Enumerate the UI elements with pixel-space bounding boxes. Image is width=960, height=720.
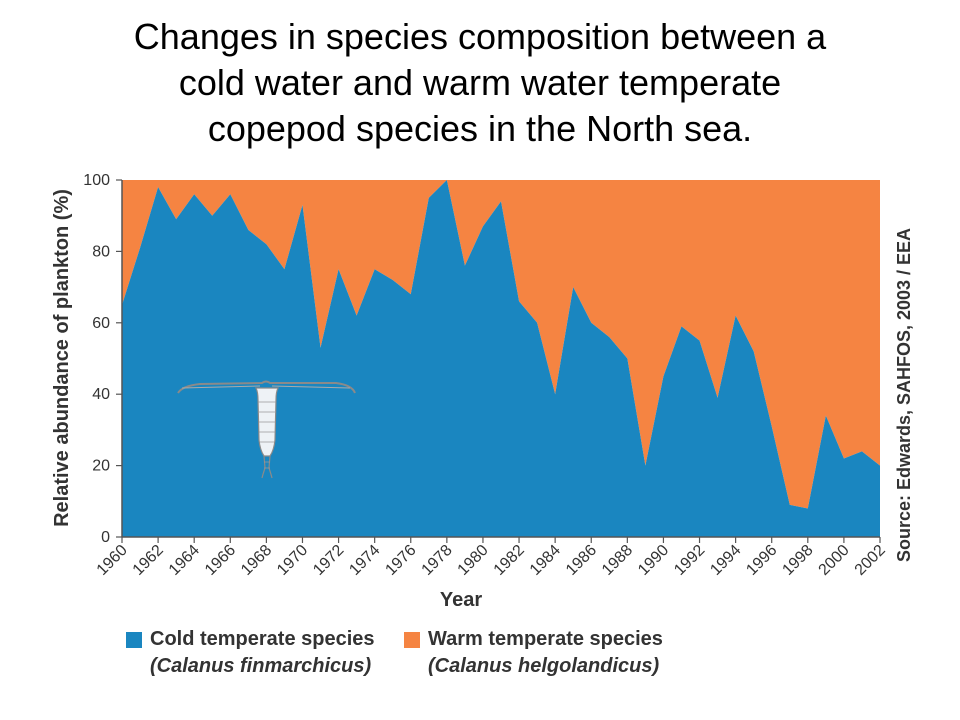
legend-label-cold: Cold temperate species [150,628,375,650]
x-tick-label: 1972 [310,542,347,579]
area-warm-temperate [122,180,880,509]
title-line-2: cold water and warm water temperate [178,62,782,103]
y-tick-label: 60 [92,315,110,332]
x-tick-label: 1968 [238,542,275,579]
x-tick-label: 1980 [455,542,492,579]
legend-swatch-warm [404,632,420,648]
chart-title: Changes in species composition between a… [20,14,940,152]
legend-swatch-cold [126,632,142,648]
x-tick-label: 1978 [418,542,455,579]
x-tick-label: 1976 [382,542,419,579]
y-tick-label: 80 [92,243,110,260]
y-tick-label: 0 [101,529,110,546]
x-tick-label: 1984 [527,542,564,579]
legend-latin-warm: (Calanus helgolandicus) [428,655,660,677]
x-axis-label: Year [440,589,482,611]
x-tick-label: 1974 [346,542,383,579]
copepod-illustration [177,380,356,479]
y-tick-label: 100 [83,172,110,189]
x-tick-label: 1964 [166,542,203,579]
y-ticks: 0 20 40 60 80 100 [83,172,122,546]
area-cold-temperate [122,180,880,537]
x-tick-label: 1982 [491,542,528,579]
axes [121,180,880,538]
y-axis-label: Relative abundance of plankton (%) [51,189,73,527]
x-tick-label: 1992 [671,542,708,579]
source-note: Source: Edwards, SAHFOS, 2003 / EEA [894,228,914,562]
y-tick-label: 40 [92,386,110,403]
x-tick-label: 1988 [599,542,636,579]
x-ticks: 1960196219641966196819701972197419761978… [94,537,889,579]
x-tick-label: 1966 [202,542,239,579]
legend-label-warm: Warm temperate species [428,628,663,650]
y-tick-label: 20 [92,458,110,475]
x-tick-label: 1986 [563,542,600,579]
x-tick-label: 2000 [816,542,853,579]
x-tick-label: 1990 [635,542,672,579]
x-tick-label: 1994 [707,542,744,579]
x-tick-label: 1970 [274,542,311,579]
x-tick-label: 1996 [743,542,780,579]
x-tick-label: 2002 [852,542,889,579]
title-line-1: Changes in species composition between a [133,16,827,57]
x-tick-label: 1960 [94,542,131,579]
legend-latin-cold: (Calanus finmarchicus) [150,655,372,677]
plot-areas [122,180,880,537]
x-tick-label: 1998 [779,542,816,579]
title-line-3: copepod species in the North sea. [207,108,753,149]
x-tick-label: 1962 [130,542,167,579]
